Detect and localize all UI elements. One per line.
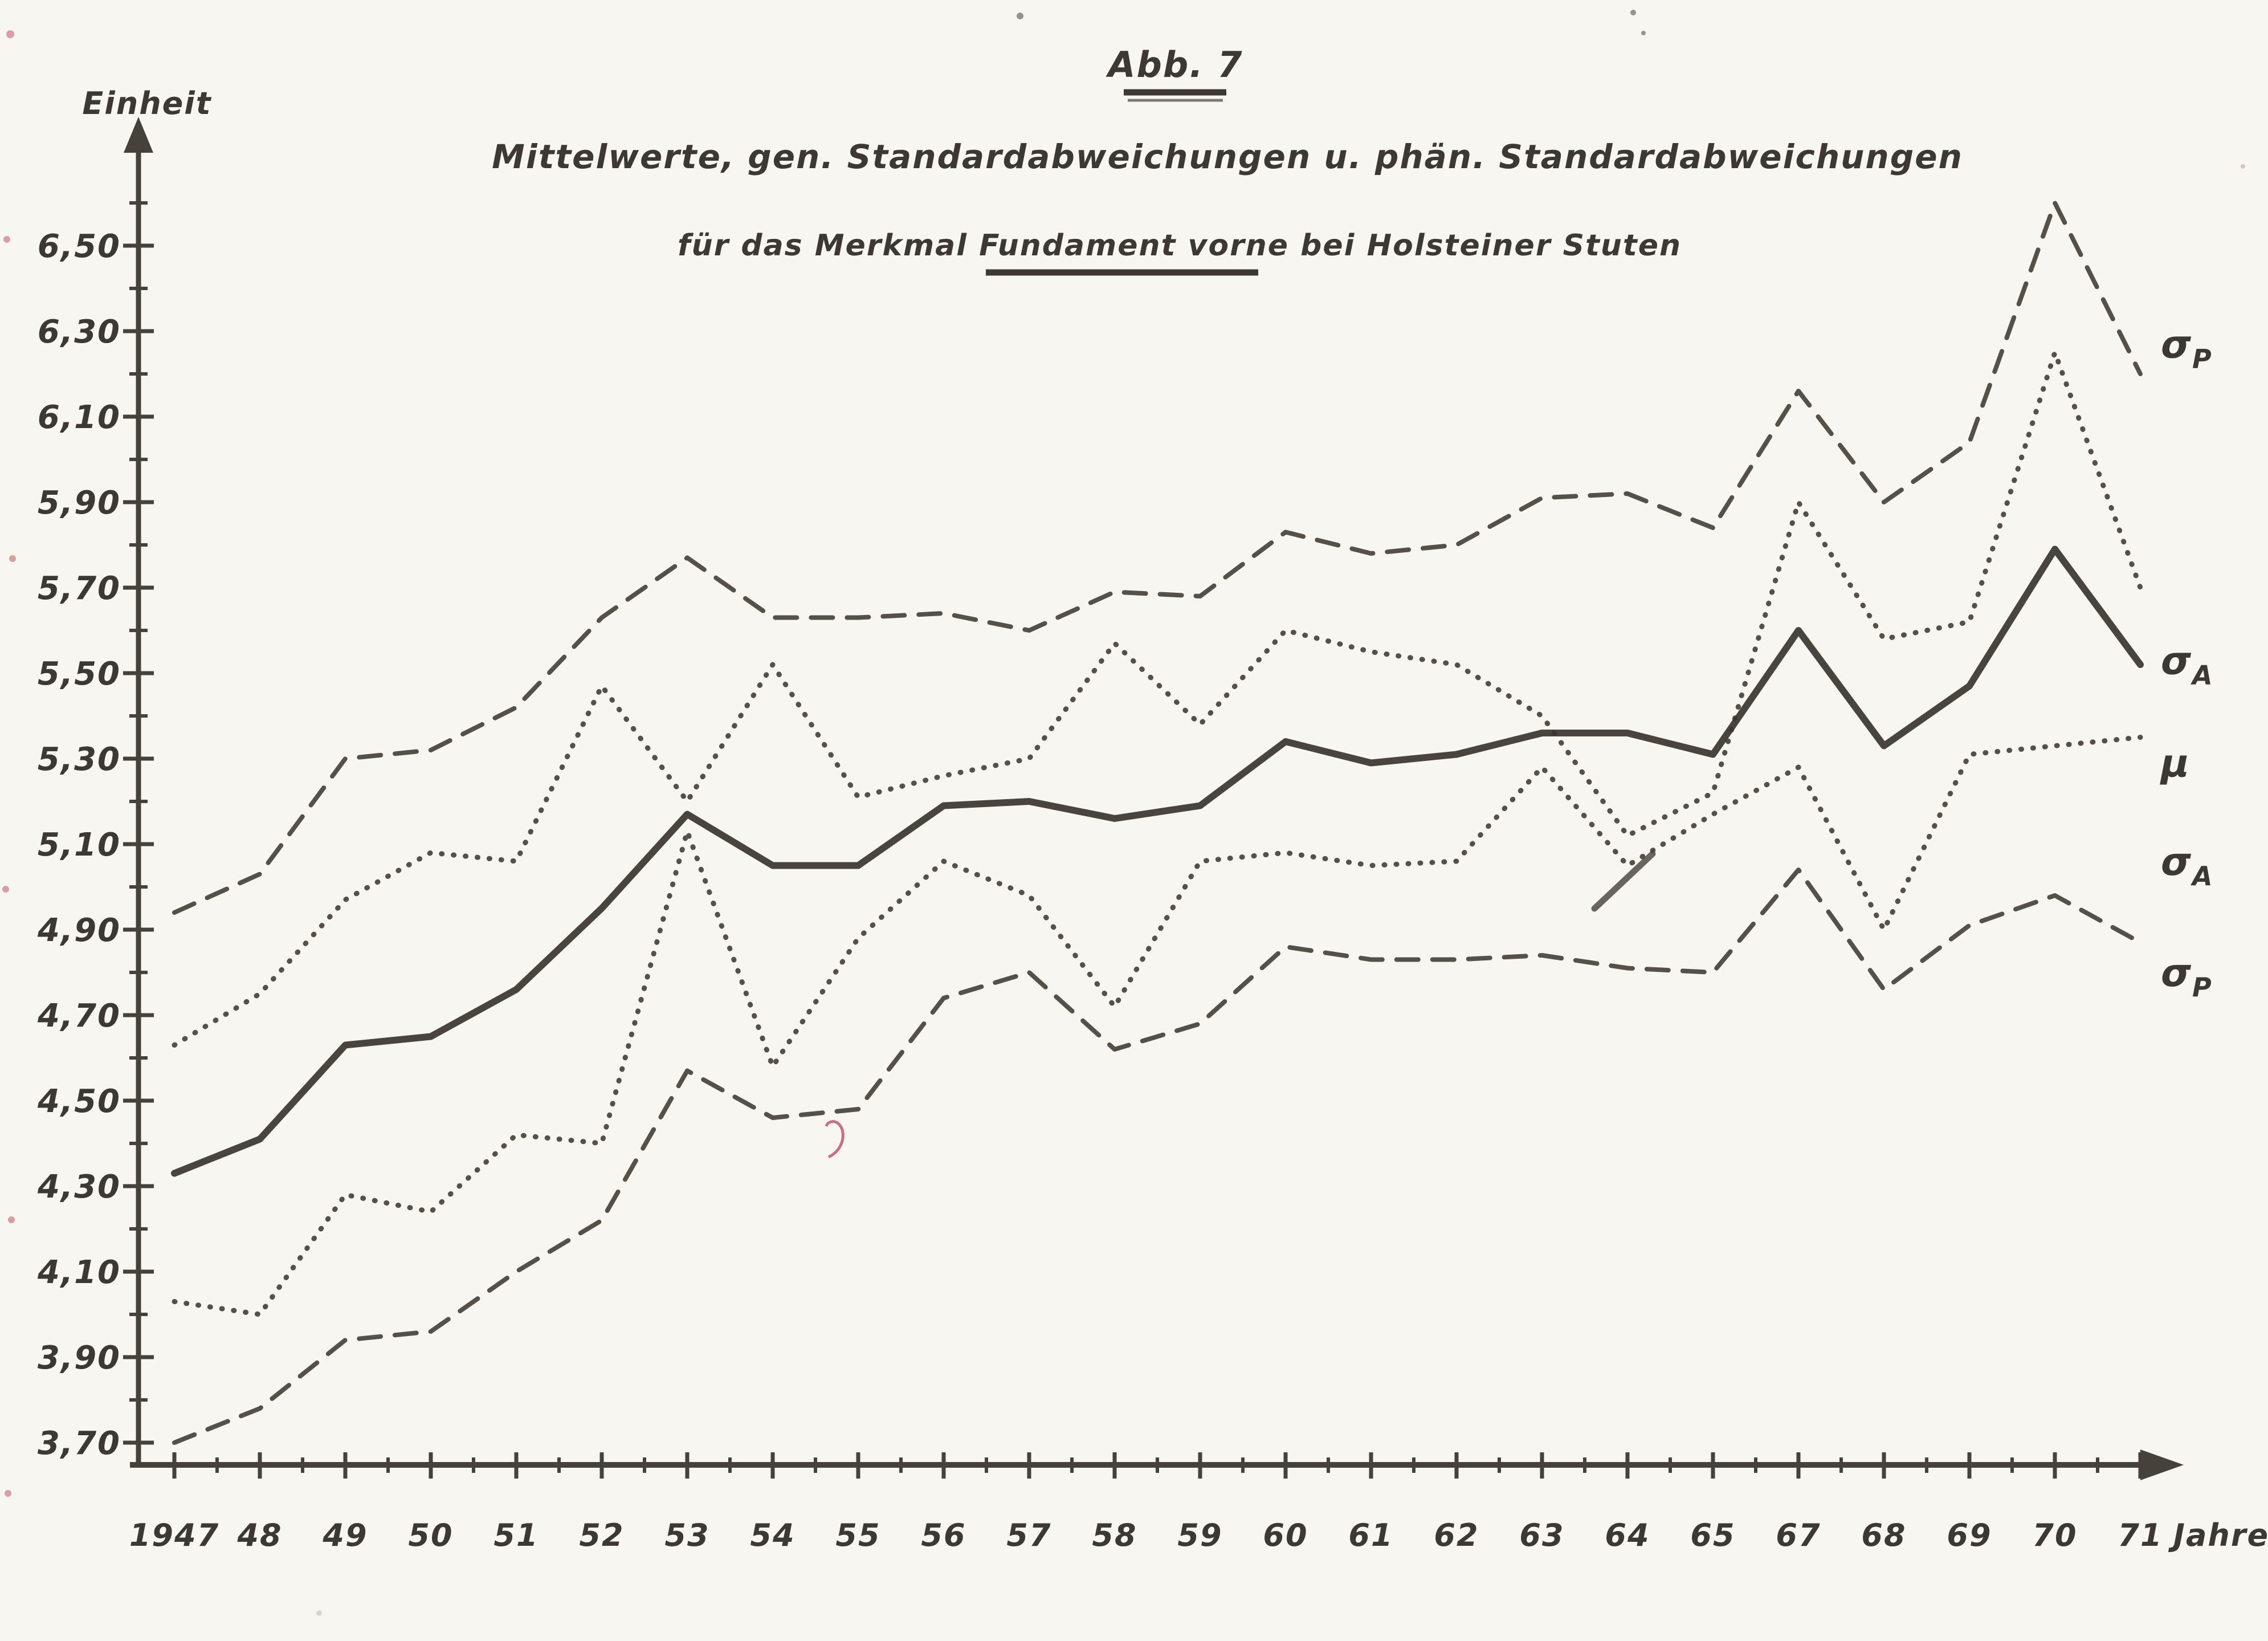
y-tick-label: 4,70 <box>37 997 121 1035</box>
legend-symbol: σ <box>2161 639 2192 684</box>
series-line-sigma-p-lower <box>172 868 2143 1445</box>
x-tick-label: 52 <box>579 1517 624 1553</box>
x-tick-label: 59 <box>1177 1517 1222 1553</box>
series-line-mu <box>171 545 2144 1177</box>
x-tick-label: 63 <box>1519 1517 1564 1553</box>
y-tick-label: 4,90 <box>37 912 121 949</box>
x-tick-label: 53 <box>664 1517 709 1553</box>
x-tick-label: 68 <box>1861 1517 1906 1553</box>
x-tick-label: 55 <box>835 1517 880 1553</box>
paper-speck <box>8 1216 15 1223</box>
chart-title-line2: für das Merkmal Fundament vorne bei Hols… <box>678 229 1682 263</box>
paper-speck <box>6 30 14 38</box>
x-tick-label: 60 <box>1263 1517 1308 1553</box>
y-axis-caption: Einheit <box>82 85 211 121</box>
y-axis-arrowhead-icon <box>124 117 153 153</box>
legend-label-sigma-a-lower: σA <box>2161 840 2214 891</box>
series-line-sigma-a-lower <box>172 735 2143 1317</box>
x-tick-label: 71 <box>2118 1517 2163 1553</box>
figure-label: Abb. 7 <box>1105 44 1243 85</box>
paper-speck <box>2241 164 2245 169</box>
paper-speck <box>316 1610 322 1616</box>
x-tick-label: 56 <box>921 1517 966 1553</box>
legend-subscript: A <box>2191 861 2214 891</box>
x-axis-caption: Jahre <box>2168 1517 2268 1553</box>
legend-subscript: A <box>2191 660 2214 691</box>
y-tick-label: 5,50 <box>38 655 121 693</box>
x-tick-label: 54 <box>750 1517 795 1553</box>
scan-artifacts <box>2 10 2245 1616</box>
legend-symbol: σ <box>2161 840 2192 885</box>
series-line-sigma-a-upper <box>172 350 2143 1048</box>
x-tick-label: 64 <box>1605 1517 1650 1553</box>
y-tick-label: 4,50 <box>37 1083 121 1120</box>
title-block: Abb. 7 Mittelwerte, gen. Standardabweich… <box>492 44 1963 276</box>
paper-speck <box>9 555 16 562</box>
legend-subscript: P <box>2192 972 2213 1003</box>
y-tick-label: 5,90 <box>38 484 121 522</box>
y-tick-label: 6,30 <box>38 313 121 351</box>
y-tick-label: 5,70 <box>38 570 121 607</box>
paper-speck <box>1630 10 1636 15</box>
paper-speck <box>1017 13 1023 19</box>
x-tick-label: 61 <box>1348 1517 1393 1553</box>
x-tick-label: 1947 <box>129 1517 219 1553</box>
x-tick-label: 51 <box>493 1517 539 1553</box>
x-tick-label: 57 <box>1006 1517 1051 1553</box>
legend-label-sigma-p-lower: σP <box>2161 951 2213 1003</box>
axes: 6,50 6,30 6,10 5,90 5,70 5,50 5,30 5,10 4,90 4,70… <box>37 117 2184 1553</box>
y-tick-label: 3,70 <box>38 1425 121 1462</box>
legend-symbol: μ <box>2160 742 2191 787</box>
y-tick-label: 5,30 <box>38 741 121 778</box>
paper-speck <box>1641 31 1646 35</box>
chart-title-line1: Mittelwerte, gen. Standardabweichungen u… <box>492 137 1963 176</box>
x-tick-label: 58 <box>1092 1517 1137 1553</box>
y-tick-label: 5,10 <box>38 826 121 864</box>
y-tick-label: 6,50 <box>38 228 121 265</box>
legend-label-sigma-p-upper: σP <box>2161 323 2213 374</box>
paper-speck <box>5 1490 11 1497</box>
x-tick-label: 69 <box>1947 1517 1992 1553</box>
x-tick-label: 65 <box>1690 1517 1735 1553</box>
x-axis-arrowhead-icon <box>2140 1449 2184 1480</box>
x-tick-label: 48 <box>236 1517 282 1553</box>
legend-label-mu: μ <box>2160 742 2191 787</box>
legend-symbol: σ <box>2161 951 2192 996</box>
y-tick-label: 4,30 <box>37 1168 121 1206</box>
x-tick-label: 67 <box>1776 1517 1821 1553</box>
data-series <box>171 201 2144 1445</box>
title-line2-underlined-merkmal: Fundament vorne <box>979 229 1289 263</box>
x-tick-label: 70 <box>2032 1517 2077 1553</box>
x-tick-label: 50 <box>408 1517 453 1553</box>
y-tick-label: 6,10 <box>38 399 121 436</box>
legend-label-sigma-a-upper: σA <box>2161 639 2214 691</box>
paper-speck <box>2 886 9 893</box>
legend-symbol: σ <box>2161 323 2192 368</box>
legend-subscript: P <box>2192 344 2213 374</box>
title-line2-prefix: für das Merkmal <box>678 229 979 263</box>
y-tick-label: 4,10 <box>37 1254 121 1291</box>
x-tick-label: 49 <box>322 1517 368 1553</box>
y-tick-label: 3,90 <box>38 1339 121 1377</box>
stray-pen-stroke <box>1591 850 1656 912</box>
x-tick-label: 62 <box>1434 1517 1479 1553</box>
title-line2-suffix: bei Holsteiner Stuten <box>1289 229 1682 263</box>
paper-speck <box>3 236 10 243</box>
red-pen-squiggle <box>825 1120 845 1159</box>
series-line-sigma-p-upper <box>172 201 2143 915</box>
